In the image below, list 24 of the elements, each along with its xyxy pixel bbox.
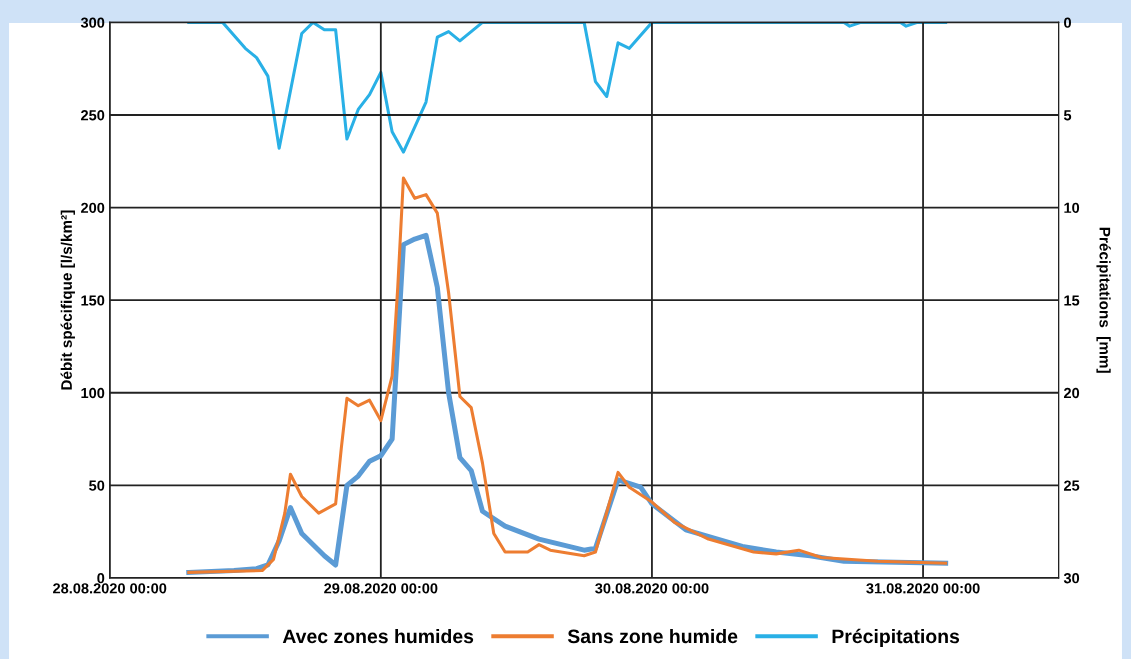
legend-label: Avec zones humides	[282, 628, 474, 644]
y2-axis-title: Précipitations [mm]	[1096, 227, 1111, 373]
x-tick-label: 31.08.2020 00:00	[866, 583, 980, 594]
y-tick-label: 150	[81, 295, 105, 306]
legend-label: Précipitations	[832, 628, 960, 648]
legend-label: Sans zone humide	[567, 628, 738, 644]
y2-tick-label: 15	[1064, 295, 1080, 306]
y-tick-label: 250	[81, 110, 105, 121]
x-tick-label: 30.08.2020 00:00	[595, 583, 709, 594]
y2-tick-label: 0	[1064, 17, 1071, 28]
y2-tick-label: 20	[1063, 387, 1080, 399]
y2-tick-label: 25	[1063, 480, 1080, 491]
y-tick-label: 200	[81, 202, 105, 214]
y-tick-label: 50	[89, 480, 105, 491]
y-tick-label: 100	[81, 387, 105, 399]
y-tick-label: 0	[97, 573, 105, 584]
y-axis-title: Débit spécifique [l/s/km²]	[60, 210, 75, 390]
y2-tick-label: 5	[1063, 110, 1072, 121]
x-tick-label: 29.08.2020 00:00	[324, 583, 438, 594]
line-series	[187, 22, 948, 154]
y2-tick-label: 10	[1064, 202, 1080, 214]
y2-tick-label: 30	[1063, 573, 1080, 584]
x-tick-label: 28.08.2020 00:00	[53, 583, 167, 594]
y-tick-label: 300	[80, 17, 105, 28]
